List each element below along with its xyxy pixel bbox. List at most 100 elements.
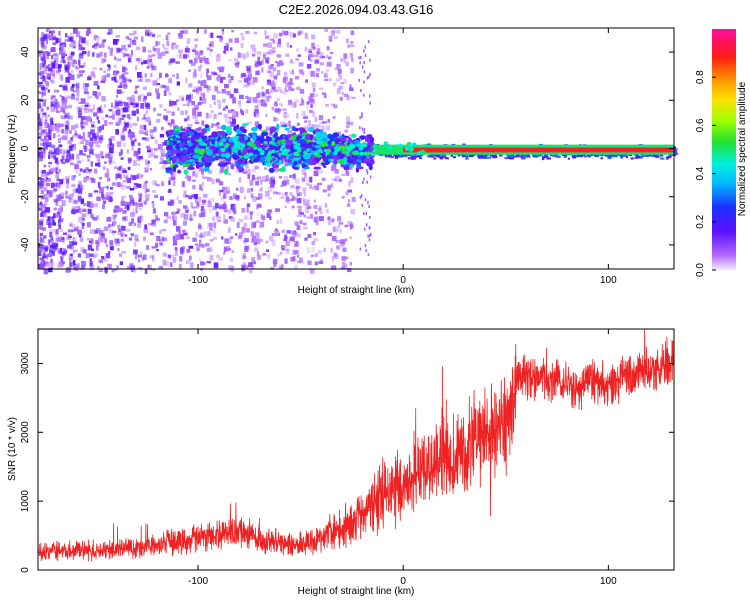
spectral-speckle (223, 113, 229, 118)
spectral-speckle (265, 127, 270, 131)
spectral-speckle (176, 73, 179, 80)
spectral-speckle (329, 52, 334, 55)
spectral-speckle (308, 50, 312, 54)
spectral-speckle (203, 60, 207, 63)
spectral-speckle (120, 208, 123, 212)
spectral-speckle (195, 104, 199, 110)
spectral-speckle (358, 78, 360, 82)
spectral-speckle (251, 174, 255, 181)
spectral-speckle (226, 91, 230, 96)
spectral-speckle (346, 121, 350, 125)
spectral-speckle (65, 268, 70, 273)
spectral-speckle (144, 180, 148, 184)
spectral-speckle (281, 264, 284, 269)
spectral-speckle (156, 183, 160, 187)
spectral-speckle (289, 237, 295, 241)
spectral-speckle (38, 189, 41, 192)
spectral-speckle (95, 245, 99, 251)
spectral-speckle (64, 69, 69, 72)
spectral-speckle (297, 225, 301, 230)
spectral-speckle (80, 221, 84, 224)
spectral-band-cell (572, 156, 577, 159)
spectral-speckle (128, 58, 131, 63)
spectral-speckle (315, 211, 318, 215)
spectral-speckle (149, 168, 153, 171)
spectral-speckle (42, 63, 45, 68)
spectral-speckle (366, 169, 368, 172)
spectral-speckle (89, 264, 95, 271)
spectral-speckle (64, 39, 69, 42)
spectral-speckle (120, 200, 126, 206)
spectral-speckle (285, 196, 290, 202)
spectral-speckle (168, 62, 172, 66)
spectral-speckle (81, 224, 85, 230)
spectral-speckle (50, 122, 54, 126)
spectral-speckle (115, 242, 121, 246)
spectral-speckle (78, 44, 83, 51)
spectral-speckle (292, 173, 296, 179)
spectral-speckle (270, 267, 275, 270)
spectral-speckle (99, 236, 104, 242)
spectral-speckle (221, 236, 224, 240)
spectral-speckle (228, 90, 232, 95)
spectral-blob (237, 165, 243, 172)
spectral-speckle (76, 226, 79, 231)
spectral-speckle (93, 80, 99, 86)
spectral-speckle (192, 89, 197, 92)
spectral-speckle (95, 227, 101, 234)
spectral-speckle (221, 89, 227, 94)
spectral-speckle (149, 30, 152, 33)
spectral-speckle (367, 253, 370, 257)
spectral-speckle (267, 42, 272, 49)
spectral-speckle (339, 239, 343, 244)
spectral-speckle (71, 184, 76, 187)
spectral-speckle (241, 208, 245, 213)
spectral-speckle (269, 38, 275, 41)
spectral-speckle (216, 122, 220, 126)
spectral-speckle (66, 149, 71, 152)
spectral-speckle (257, 175, 261, 180)
spectral-speckle (126, 114, 131, 119)
spectral-speckle (149, 134, 153, 138)
spectral-speckle (50, 95, 53, 100)
spectral-band-cell (508, 157, 511, 159)
spectral-speckle (275, 73, 278, 78)
spectral-blob (358, 146, 364, 151)
spectral-speckle (147, 146, 151, 153)
spectral-speckle (61, 136, 64, 140)
spectral-speckle (106, 152, 110, 156)
spectral-speckle (38, 119, 42, 125)
spectral-speckle (60, 192, 65, 197)
spectral-speckle (47, 114, 51, 117)
spectral-blob (211, 131, 218, 138)
spectral-speckle (125, 176, 129, 181)
spectral-speckle (267, 50, 270, 55)
spectral-band-cell (564, 155, 567, 158)
spectral-speckle (249, 211, 254, 215)
spectral-speckle (113, 65, 117, 68)
spectral-speckle (198, 223, 201, 228)
spectral-speckle (94, 132, 99, 139)
spectral-speckle (176, 196, 180, 201)
spectral-band-cell (436, 155, 441, 158)
spectral-speckle (301, 111, 307, 116)
spectral-band-cell (522, 155, 528, 157)
spectral-speckle (76, 84, 80, 91)
spectral-speckle (293, 102, 297, 108)
spectral-speckle (71, 69, 74, 75)
spectral-speckle (334, 169, 339, 174)
spectral-speckle (67, 73, 71, 80)
spectral-speckle (247, 77, 251, 81)
spectral-speckle (350, 208, 356, 215)
spectral-blob (228, 138, 234, 143)
spectral-speckle (299, 103, 302, 106)
spectral-speckle (42, 260, 45, 264)
spectral-speckle (180, 247, 184, 250)
spectral-speckle (79, 53, 83, 56)
spectral-speckle (66, 234, 71, 237)
spectral-speckle (92, 91, 97, 96)
spectral-speckle (46, 72, 51, 78)
spectral-speckle (283, 175, 289, 179)
spectral-blob (179, 128, 186, 132)
spectral-speckle (343, 78, 347, 84)
